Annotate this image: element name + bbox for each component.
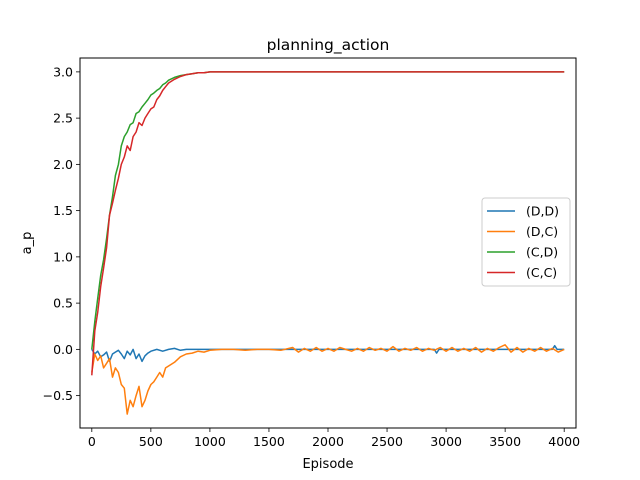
x-tick-label: 1000 (194, 434, 226, 449)
y-tick-label: 2.5 (53, 111, 73, 126)
series-line-0 (91, 344, 565, 363)
x-axis: 0 500 1000 1500 2000 2500 3000 3500 4000 (88, 428, 580, 449)
y-tick-label: 0.5 (53, 296, 73, 311)
x-tick-label: 2500 (371, 434, 403, 449)
x-tick-label: 3000 (430, 434, 462, 449)
y-tick-label: 0.0 (53, 342, 73, 357)
y-tick-label: −0.5 (43, 388, 73, 403)
legend-label-2: (C,D) (526, 245, 558, 260)
series-layer (91, 71, 565, 415)
legend: (D,D) (D,C) (C,D) (C,C) (481, 197, 571, 287)
x-tick-label: 1500 (253, 434, 285, 449)
y-tick-label: 2.0 (53, 157, 73, 172)
y-axis-label: a_p (20, 232, 35, 255)
x-axis-label: Episode (302, 457, 353, 472)
x-tick-label: 4000 (548, 434, 580, 449)
y-tick-label: 3.0 (53, 64, 73, 79)
chart-title: planning_action (267, 36, 390, 55)
legend-label-1: (D,C) (526, 224, 558, 239)
legend-label-0: (D,D) (526, 204, 559, 219)
series-line-1 (91, 344, 565, 415)
x-tick-label: 0 (88, 434, 96, 449)
x-tick-label: 3500 (489, 434, 521, 449)
x-tick-label: 2000 (312, 434, 344, 449)
y-tick-label: 1.0 (53, 249, 73, 264)
x-tick-label: 500 (139, 434, 163, 449)
series-line-3 (91, 71, 565, 376)
legend-label-3: (C,C) (526, 265, 557, 280)
y-axis: −0.5 0.0 0.5 1.0 1.5 2.0 2.5 3.0 (43, 64, 80, 403)
y-tick-label: 1.5 (53, 203, 73, 218)
legend-box (481, 197, 571, 287)
